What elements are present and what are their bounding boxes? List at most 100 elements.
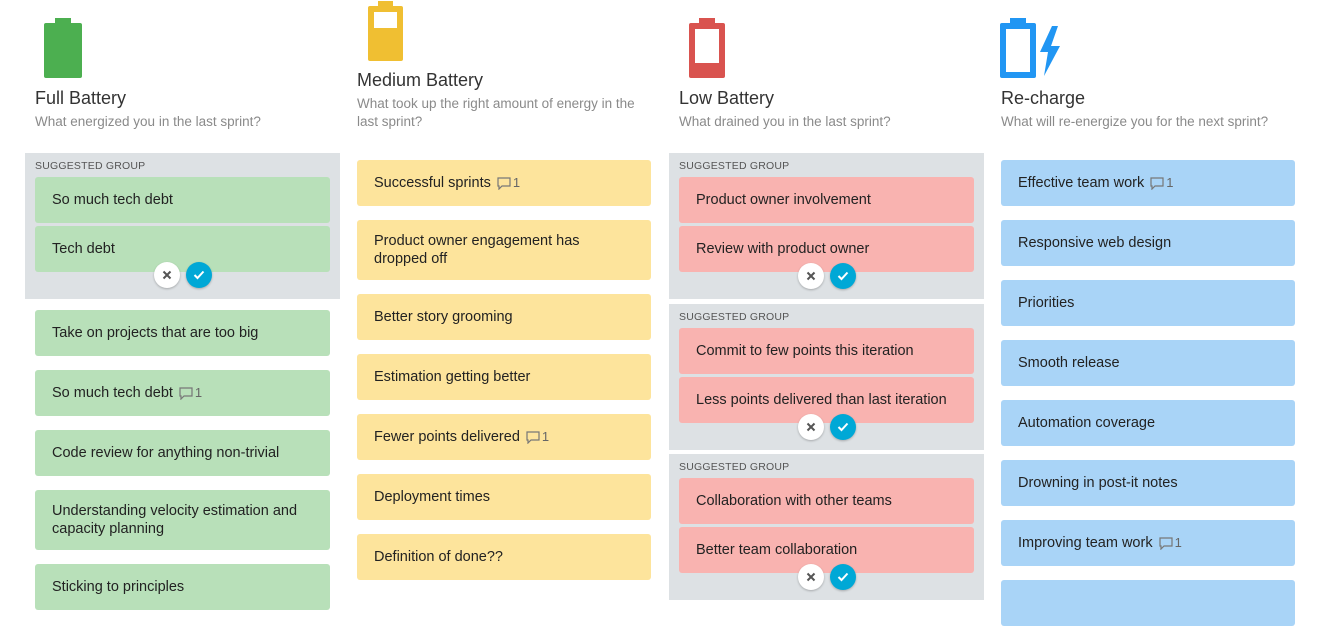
column-recharge: Re-charge What will re-energize you for … bbox=[991, 0, 1305, 640]
comment-count[interactable]: 1 bbox=[526, 428, 549, 446]
check-icon bbox=[837, 422, 848, 432]
column-subtitle: What will re-energize you for the next s… bbox=[1001, 114, 1269, 129]
card[interactable]: Product owner involvement bbox=[679, 177, 974, 223]
group-actions bbox=[797, 564, 856, 590]
close-icon bbox=[806, 572, 815, 582]
group-label: SUGGESTED GROUP bbox=[679, 461, 790, 473]
card[interactable]: Successful sprints 1 bbox=[357, 160, 651, 206]
card-text: Priorities bbox=[1018, 295, 1075, 311]
card-text: So much tech debt bbox=[52, 385, 173, 401]
comment-icon bbox=[497, 176, 511, 190]
card[interactable]: Code review for anything non-trivial bbox=[35, 430, 330, 476]
card-text: Understanding velocity estimation and ca… bbox=[52, 503, 298, 537]
group-actions bbox=[797, 414, 856, 440]
card-text: Definition of done?? bbox=[374, 549, 503, 565]
suggested-group: SUGGESTED GROUP Commit to few points thi… bbox=[669, 304, 984, 450]
card[interactable]: So much tech debt bbox=[35, 177, 330, 223]
card[interactable]: Less points delivered than last iteratio… bbox=[679, 377, 974, 423]
comment-count-value: 1 bbox=[1174, 535, 1182, 550]
column-title: Medium Battery bbox=[357, 70, 484, 90]
card-text: Code review for anything non-trivial bbox=[52, 445, 280, 461]
card[interactable]: Tech debt bbox=[35, 226, 330, 272]
group-label: SUGGESTED GROUP bbox=[35, 160, 146, 172]
check-icon bbox=[837, 271, 848, 281]
column-subtitle: What drained you in the last sprint? bbox=[679, 114, 891, 129]
comment-icon bbox=[526, 430, 540, 444]
reject-group-button[interactable] bbox=[153, 262, 180, 288]
comment-count-value: 1 bbox=[512, 175, 521, 190]
column-subtitle: What energized you in the last sprint? bbox=[35, 114, 261, 129]
column-title: Full Battery bbox=[35, 88, 127, 108]
card[interactable]: Sticking to principles bbox=[35, 564, 330, 610]
column-title: Re-charge bbox=[1001, 88, 1086, 108]
full-battery-icon bbox=[44, 18, 82, 78]
card[interactable]: Product owner engagement has dropped off bbox=[357, 220, 651, 280]
card[interactable]: Effective team work 1 bbox=[1001, 160, 1295, 206]
check-icon bbox=[193, 270, 204, 280]
comment-count[interactable]: 1 bbox=[497, 174, 520, 192]
comment-count[interactable]: 1 bbox=[179, 384, 202, 402]
card[interactable]: Improving team work 1 bbox=[1001, 520, 1295, 566]
card-text: Fewer points delivered bbox=[374, 429, 520, 445]
card-text: Product owner involvement bbox=[696, 192, 871, 208]
column-subtitle: What took up the right amount of energy … bbox=[357, 96, 635, 129]
card-text: Deployment times bbox=[374, 489, 491, 505]
card-text: Successful sprints bbox=[374, 175, 491, 191]
accept-group-button[interactable] bbox=[185, 262, 212, 288]
card[interactable]: Responsive web design bbox=[1001, 220, 1295, 266]
card[interactable]: Collaboration with other teams bbox=[679, 478, 974, 524]
column-full-battery: Full Battery What energized you in the l… bbox=[25, 0, 340, 624]
column-header: Medium Battery What took up the right am… bbox=[347, 0, 661, 153]
card[interactable]: Better team collaboration bbox=[679, 527, 974, 573]
reject-group-button[interactable] bbox=[797, 564, 824, 590]
card[interactable]: Drowning in post-it notes bbox=[1001, 460, 1295, 506]
card-text: Smooth release bbox=[1018, 355, 1120, 371]
card-text: Product owner engagement has dropped off bbox=[374, 233, 580, 267]
card-text: Estimation getting better bbox=[374, 369, 531, 385]
reject-group-button[interactable] bbox=[797, 414, 824, 440]
group-label: SUGGESTED GROUP bbox=[679, 160, 790, 172]
card-text: Tech debt bbox=[52, 241, 115, 257]
column-medium-battery: Medium Battery What took up the right am… bbox=[347, 0, 661, 594]
card-text: Effective team work bbox=[1018, 175, 1145, 191]
card-text: Responsive web design bbox=[1018, 235, 1172, 251]
accept-group-button[interactable] bbox=[829, 263, 856, 289]
comment-icon bbox=[1158, 536, 1173, 550]
comment-icon bbox=[179, 386, 193, 400]
card[interactable]: Understanding velocity estimation and ca… bbox=[35, 490, 330, 550]
card-text: Commit to few points this iteration bbox=[696, 343, 914, 359]
comment-count-value: 1 bbox=[541, 429, 550, 444]
column-header: Full Battery What energized you in the l… bbox=[25, 0, 340, 153]
card[interactable]: So much tech debt 1 bbox=[35, 370, 330, 416]
card-text: Less points delivered than last iteratio… bbox=[696, 392, 947, 408]
comment-count[interactable]: 1 bbox=[1150, 174, 1174, 192]
card[interactable]: Commit to few points this iteration bbox=[679, 328, 974, 374]
card[interactable]: Priorities bbox=[1001, 280, 1295, 326]
comment-count-value: 1 bbox=[194, 385, 203, 400]
group-label: SUGGESTED GROUP bbox=[679, 311, 790, 323]
column-header: Re-charge What will re-energize you for … bbox=[991, 0, 1305, 153]
card[interactable]: Estimation getting better bbox=[357, 354, 651, 400]
card-text: Sticking to principles bbox=[52, 579, 185, 595]
column-title: Low Battery bbox=[679, 88, 775, 108]
card-text: Improving team work bbox=[1018, 535, 1153, 551]
comment-icon bbox=[1150, 176, 1164, 190]
check-icon bbox=[837, 572, 848, 582]
comment-count[interactable]: 1 bbox=[1158, 534, 1182, 552]
card[interactable]: Definition of done?? bbox=[357, 534, 651, 580]
card[interactable]: Take on projects that are too big bbox=[35, 310, 330, 356]
accept-group-button[interactable] bbox=[829, 564, 856, 590]
card-text: Better story grooming bbox=[374, 309, 513, 325]
comment-count-value: 1 bbox=[1166, 175, 1174, 190]
suggested-group: SUGGESTED GROUP So much tech debt Tech d… bbox=[25, 153, 340, 299]
card[interactable]: Review with product owner bbox=[679, 226, 974, 272]
accept-group-button[interactable] bbox=[829, 414, 856, 440]
card[interactable]: Deployment times bbox=[357, 474, 651, 520]
card[interactable]: Smooth release bbox=[1001, 340, 1295, 386]
card[interactable]: Automation coverage bbox=[1001, 400, 1295, 446]
reject-group-button[interactable] bbox=[797, 263, 824, 289]
card-text: So much tech debt bbox=[52, 192, 173, 208]
card[interactable]: Better story grooming bbox=[357, 294, 651, 340]
card[interactable]: Fewer points delivered 1 bbox=[357, 414, 651, 460]
card[interactable] bbox=[1001, 580, 1295, 626]
